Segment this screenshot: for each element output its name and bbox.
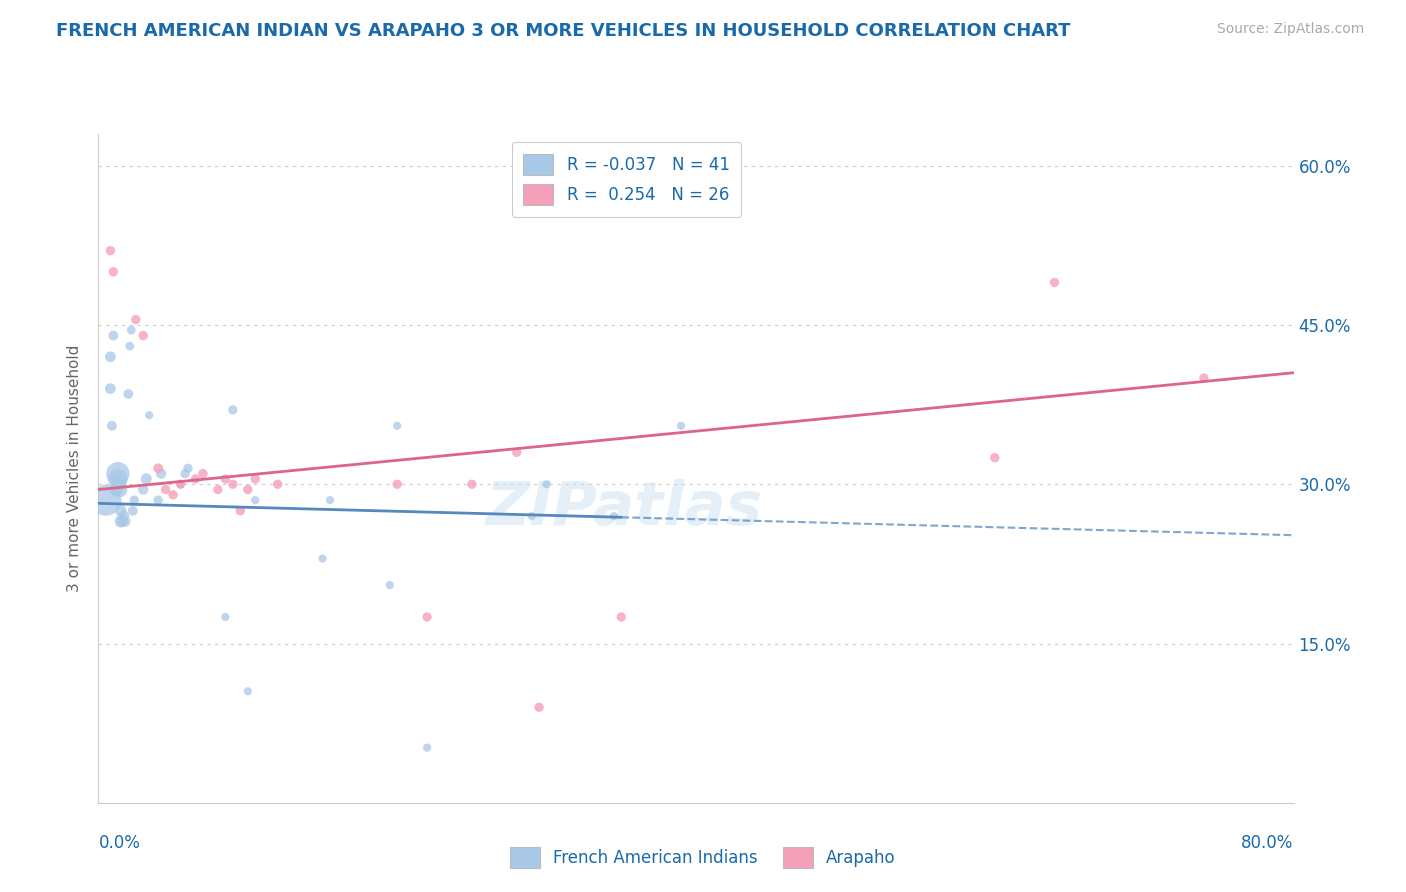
Text: Source: ZipAtlas.com: Source: ZipAtlas.com: [1216, 22, 1364, 37]
Point: [148, 461, 170, 475]
Point: [111, 515, 134, 529]
Point: [148, 493, 170, 508]
Point: [177, 461, 200, 475]
Point: [121, 504, 143, 518]
Y-axis label: 3 or more Vehicles in Household: 3 or more Vehicles in Household: [67, 344, 83, 592]
Point: [536, 477, 558, 491]
Point: [110, 515, 132, 529]
Point: [610, 610, 633, 624]
Point: [103, 265, 125, 279]
Point: [150, 467, 173, 481]
Point: [138, 408, 160, 422]
Point: [214, 472, 236, 486]
Point: [267, 477, 290, 491]
Point: [191, 467, 214, 481]
Point: [461, 477, 484, 491]
Point: [311, 551, 333, 566]
Text: 80.0%: 80.0%: [1241, 834, 1294, 852]
Point: [135, 472, 157, 486]
Point: [245, 472, 267, 486]
Point: [100, 244, 122, 258]
Point: [229, 504, 252, 518]
Point: [222, 477, 245, 491]
Point: [527, 700, 550, 714]
Point: [506, 445, 529, 459]
Point: [169, 477, 191, 491]
Point: [169, 477, 191, 491]
Point: [101, 418, 124, 433]
Text: FRENCH AMERICAN INDIAN VS ARAPAHO 3 OR MORE VEHICLES IN HOUSEHOLD CORRELATION CH: FRENCH AMERICAN INDIAN VS ARAPAHO 3 OR M…: [56, 22, 1071, 40]
Point: [236, 684, 259, 698]
Point: [94, 493, 117, 508]
Point: [174, 467, 197, 481]
Point: [108, 477, 131, 491]
Point: [184, 472, 207, 486]
Point: [108, 483, 131, 497]
Point: [984, 450, 1007, 465]
Point: [107, 467, 129, 481]
Point: [385, 418, 409, 433]
Point: [105, 483, 128, 497]
Point: [124, 493, 146, 508]
Point: [245, 493, 267, 508]
Point: [416, 610, 439, 624]
Point: [112, 509, 135, 524]
Point: [669, 418, 692, 433]
Point: [222, 403, 245, 417]
Point: [107, 472, 129, 486]
Point: [603, 509, 626, 524]
Point: [416, 740, 439, 755]
Point: [207, 483, 229, 497]
Point: [114, 515, 136, 529]
Point: [125, 312, 148, 326]
Point: [385, 477, 409, 491]
Point: [1192, 371, 1215, 385]
Point: [110, 504, 132, 518]
Point: [319, 493, 342, 508]
Point: [162, 488, 184, 502]
Point: [132, 328, 155, 343]
Point: [378, 578, 401, 592]
Point: [155, 483, 177, 497]
Point: [236, 483, 259, 497]
Point: [520, 509, 543, 524]
Text: ZIPatlas: ZIPatlas: [485, 479, 763, 538]
Point: [120, 323, 142, 337]
Point: [117, 387, 139, 401]
Legend: R = -0.037   N = 41, R =  0.254   N = 26: R = -0.037 N = 41, R = 0.254 N = 26: [512, 142, 741, 217]
Point: [214, 610, 236, 624]
Legend: French American Indians, Arapaho: French American Indians, Arapaho: [503, 840, 903, 875]
Point: [118, 339, 141, 353]
Point: [1043, 276, 1066, 290]
Point: [100, 350, 122, 364]
Point: [132, 483, 155, 497]
Point: [100, 382, 122, 396]
Point: [103, 328, 125, 343]
Text: 0.0%: 0.0%: [98, 834, 141, 852]
